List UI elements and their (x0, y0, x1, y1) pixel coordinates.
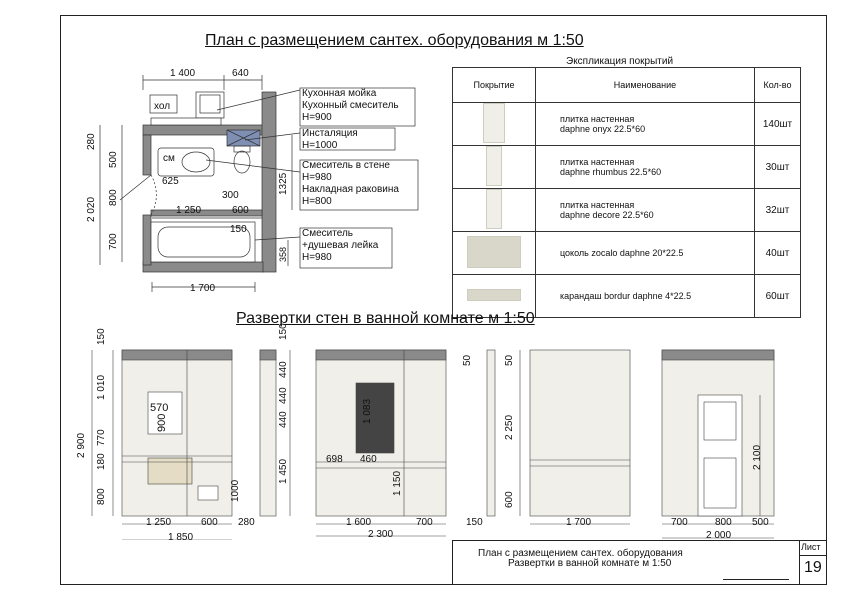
elev-b-dim-440c: 440 (278, 411, 289, 428)
tile-swatch (486, 146, 502, 186)
legend-item-qty: 140шт (754, 102, 801, 146)
sheet-label: Лист (801, 542, 821, 552)
elev-f-dim-2100: 2 100 (752, 444, 763, 470)
elev-b-dim-150: 150 (278, 323, 289, 340)
elev-a-dim-1850: 1 850 (168, 532, 194, 543)
plan-dim-800: 800 (108, 189, 119, 206)
elev-f-dim-700: 700 (671, 517, 688, 528)
elev-f-dim-2000: 2 000 (706, 530, 732, 541)
plan-dim-1250: 1 250 (176, 205, 202, 216)
elev-e-dim-1700: 1 700 (566, 517, 592, 528)
legend-item-name: цоколь zocalo daphne 20*22.5 (535, 231, 755, 275)
elev-e-dim-50: 50 (504, 354, 515, 366)
elevations-drawing (91, 349, 775, 540)
legend-header-qty: Кол-во (754, 67, 801, 103)
elevations-title: Развертки стен в ванной комнате м 1:50 (236, 310, 535, 327)
tile-swatch (483, 103, 505, 143)
room-label-sm: см (163, 153, 175, 164)
elev-c-dim-1083: 1 083 (362, 398, 373, 424)
title-block (452, 540, 827, 585)
plan-dim-500: 500 (108, 151, 119, 168)
legend-header-cover: Покрытие (452, 67, 536, 103)
elev-d-dim-150: 150 (466, 517, 483, 528)
legend-caption: Экспликация покрытий (566, 56, 674, 67)
elev-a-dim-1250: 1 250 (146, 517, 172, 528)
elev-a-dim-180: 180 (96, 453, 107, 470)
legend-swatch-cell (452, 231, 536, 275)
elev-f-dim-800: 800 (715, 517, 732, 528)
note-shower-mixer: Смеситель +душевая лейка Н=980 (302, 228, 379, 263)
elev-c-dim-1600: 1 600 (346, 517, 372, 528)
legend-item-name: карандаш bordur daphne 4*22.5 (535, 274, 755, 318)
elev-b-dim-280: 280 (238, 517, 255, 528)
legend-item-qty: 32шт (754, 188, 801, 232)
legend-swatch-cell (452, 188, 536, 232)
sheet-number-divider (799, 555, 827, 556)
plan-dim-2020: 2 020 (86, 196, 97, 222)
room-label-hol: хол (154, 101, 171, 112)
note-installation: Инсталяция Н=1000 (302, 128, 358, 151)
sheet-number: 19 (804, 559, 822, 576)
plan-title: План с размещением сантех. оборудования … (205, 32, 584, 49)
elev-f-dim-500: 500 (752, 517, 769, 528)
elev-b-dim-440b: 440 (278, 387, 289, 404)
plan-dim-300: 300 (222, 190, 239, 201)
legend-item-qty: 40шт (754, 231, 801, 275)
elev-a-dim-150: 150 (96, 328, 107, 345)
elev-a-dim-1000: 1000 (230, 479, 241, 502)
plan-dim-625: 625 (162, 176, 179, 187)
plan-dim-358: 358 (278, 246, 288, 262)
title-block-line2: Развертки в ванной комнате м 1:50 (508, 558, 672, 569)
note-kitchen-sink: Кухонная мойка Кухонный смеситель Н=900 (302, 88, 399, 123)
plan-dim-1325: 1325 (278, 172, 289, 195)
elev-b-dim-1450: 1 450 (278, 458, 289, 484)
legend-swatch-cell (452, 274, 536, 318)
sheet-frame (60, 15, 827, 585)
legend-swatch-cell (452, 102, 536, 146)
tile-swatch (486, 189, 502, 229)
sheet-number-cell (799, 541, 828, 584)
legend-item-qty: 30шт (754, 145, 801, 189)
note-wall-mixer: Смеситель в стене Н=980 Накладная ракови… (302, 160, 399, 207)
elev-c-dim-2300: 2 300 (368, 529, 394, 540)
plan-dim-600: 600 (232, 205, 249, 216)
plan-dim-1400: 1 400 (170, 68, 196, 79)
title-block-rule (723, 579, 789, 580)
elev-d-dim-50: 50 (462, 354, 473, 366)
elev-a-dim-570: 570 (150, 402, 169, 414)
elev-b-dim-440a: 440 (278, 361, 289, 378)
plan-dim-700: 700 (108, 233, 119, 250)
elev-a-dim-600: 600 (201, 517, 218, 528)
plan-dim-1700: 1 700 (190, 283, 216, 294)
legend-item-name: плитка настенная daphne decore 22.5*60 (535, 188, 755, 232)
elev-a-dim-1010: 1 010 (96, 374, 107, 400)
legend-item-qty: 60шт (754, 274, 801, 318)
elev-c-dim-700: 700 (416, 517, 433, 528)
finish-schedule-table: Покрытие Наименование Кол-во плитка наст… (452, 67, 801, 318)
tile-swatch (467, 289, 521, 301)
elev-e-dim-600: 600 (504, 491, 515, 508)
elev-c-dim-460: 460 (360, 454, 377, 465)
legend-item-name: плитка настенная daphne onyx 22.5*60 (535, 102, 755, 146)
title-block-line1: План с размещением сантех. оборудования (478, 548, 683, 559)
tile-swatch (467, 236, 521, 268)
elev-c-dim-698: 698 (326, 454, 343, 465)
elev-a-dim-900: 900 (156, 413, 168, 432)
plan-drawing (99, 75, 419, 292)
elev-a-dim-2900: 2 900 (76, 432, 87, 458)
legend-item-name: плитка настенная daphne rhumbus 22.5*60 (535, 145, 755, 189)
elev-a-dim-800: 800 (96, 488, 107, 505)
elev-c-dim-1150: 1 150 (392, 470, 403, 496)
plan-dim-150: 150 (230, 224, 247, 235)
elev-e-dim-2250: 2 250 (504, 414, 515, 440)
legend-swatch-cell (452, 145, 536, 189)
plan-dim-640: 640 (232, 68, 249, 79)
legend-header-name: Наименование (535, 67, 755, 103)
plan-dim-280: 280 (86, 133, 97, 150)
elev-a-dim-770: 770 (96, 429, 107, 446)
